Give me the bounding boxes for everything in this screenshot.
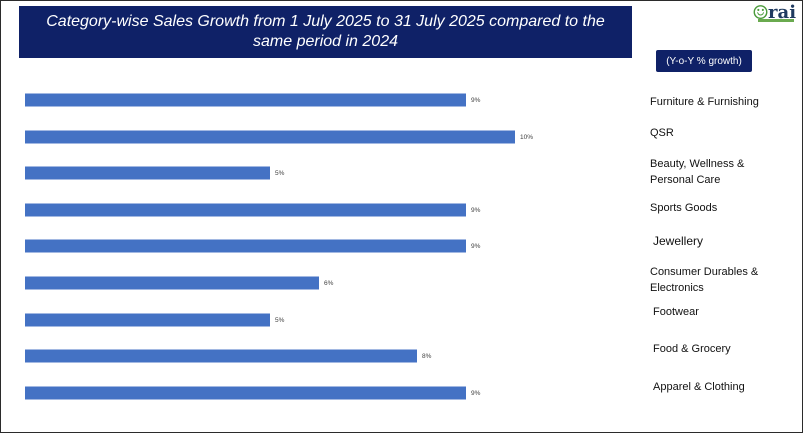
- data-label-3: 9%: [471, 207, 481, 214]
- bar-6: [25, 313, 270, 327]
- bar-0: [25, 93, 466, 107]
- data-label-5: 6%: [324, 280, 334, 287]
- category-label-4: Jewellery: [653, 234, 704, 248]
- bar-3: [25, 203, 466, 217]
- category-label-3: Sports Goods: [650, 202, 718, 214]
- logo-text: rai: [768, 2, 797, 23]
- data-label-1: 10%: [520, 134, 533, 141]
- category-label-2: Beauty, Wellness & Personal Care: [650, 158, 745, 186]
- chart-title: Category-wise Sales Growth from 1 July 2…: [19, 6, 632, 58]
- data-label-6: 5%: [275, 317, 285, 324]
- category-label-6: Footwear: [653, 306, 699, 318]
- chart-subtitle-text: (Y-o-Y % growth): [666, 55, 742, 67]
- bar-8: [25, 386, 466, 400]
- rai-logo: ☺ rai: [752, 2, 796, 24]
- category-label-7: Food & Grocery: [653, 343, 731, 355]
- data-label-4: 9%: [471, 243, 481, 250]
- category-label-1: QSR: [650, 127, 674, 139]
- data-label-2: 5%: [275, 170, 285, 177]
- logo-mark-icon: ☺: [752, 2, 770, 24]
- category-label-0: Furniture & Furnishing: [650, 96, 759, 108]
- chart-title-text: Category-wise Sales Growth from 1 July 2…: [46, 13, 605, 50]
- data-label-7: 8%: [422, 353, 432, 360]
- category-label-5: Consumer Durables & Electronics: [650, 266, 759, 294]
- data-label-0: 9%: [471, 97, 481, 104]
- chart-subtitle: (Y-o-Y % growth): [656, 50, 752, 72]
- logo-underline: [758, 19, 794, 22]
- bar-2: [25, 166, 270, 180]
- bar-7: [25, 349, 417, 363]
- bar-1: [25, 130, 515, 144]
- data-label-8: 9%: [471, 390, 481, 397]
- category-label-8: Apparel & Clothing: [653, 381, 745, 393]
- bar-5: [25, 276, 319, 290]
- bar-4: [25, 239, 466, 253]
